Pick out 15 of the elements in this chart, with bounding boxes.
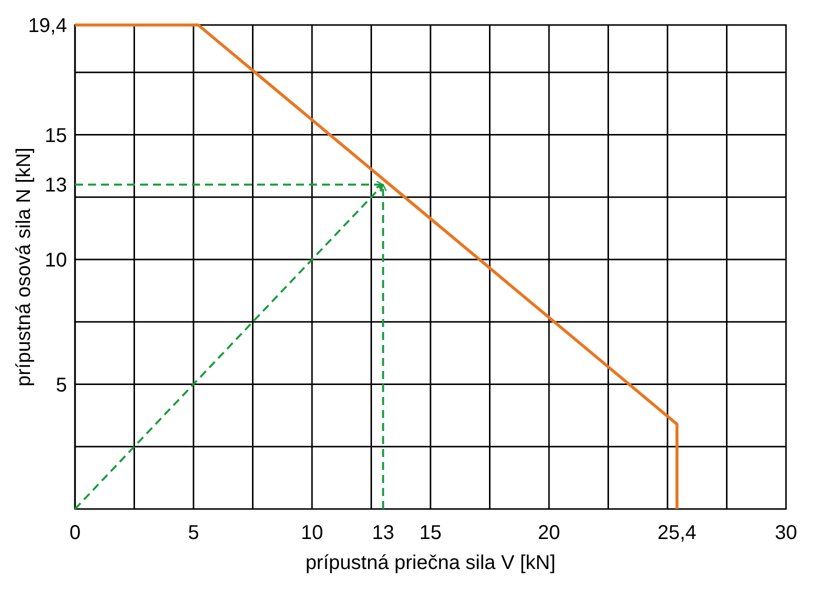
x-tick-label: 15 — [419, 522, 442, 544]
y-axis-title: prípustná osová sila N [kN] — [13, 148, 35, 386]
y-tick-label: 13 — [44, 174, 67, 197]
x-tick-label: 25,4 — [658, 522, 696, 544]
y-tick-label: 19,4 — [28, 15, 67, 37]
x-tick-label: 20 — [538, 522, 560, 544]
y-tick-label: 15 — [44, 124, 67, 147]
x-tick-label: 13 — [372, 522, 394, 544]
x-tick-label: 0 — [69, 522, 81, 544]
x-tick-label: 30 — [774, 522, 798, 544]
x-tick-label: 10 — [300, 522, 324, 544]
y-tick-label: 5 — [56, 374, 67, 396]
x-axis-title: prípustná priečna sila V [kN] — [305, 552, 556, 574]
x-tick-label: 5 — [188, 522, 200, 544]
y-tick-label: 10 — [44, 250, 67, 272]
